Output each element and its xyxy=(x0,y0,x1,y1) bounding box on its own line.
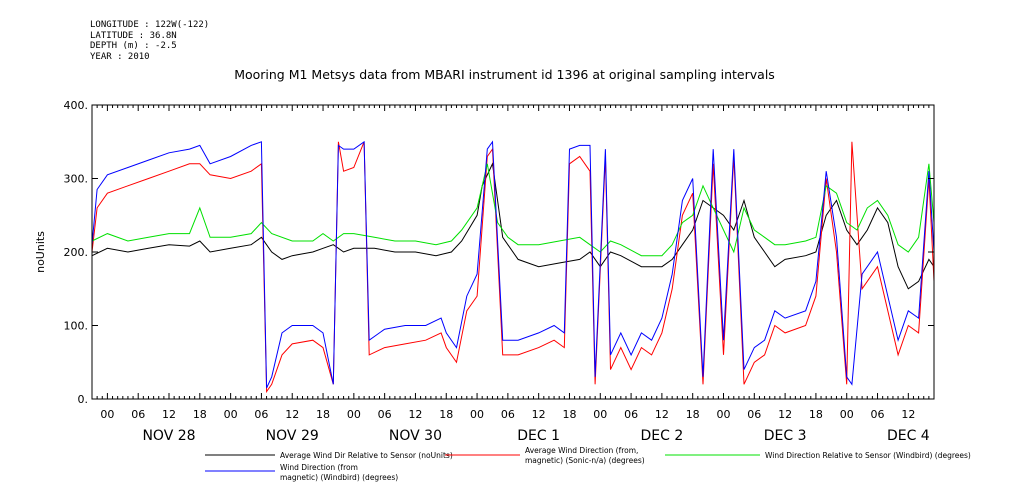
x-tick-label: 12 xyxy=(532,408,546,421)
legend-label-3: Wind Direction Relative to Sensor (Windb… xyxy=(765,451,971,460)
x-tick-label: 06 xyxy=(624,408,638,421)
x-tick-label: 12 xyxy=(408,408,422,421)
day-label: NOV 29 xyxy=(266,428,319,444)
x-tick-label: 06 xyxy=(378,408,392,421)
day-label: NOV 30 xyxy=(389,428,442,444)
legend: Average Wind Dir Relative to Sensor (noU… xyxy=(205,446,971,482)
x-tick-label: 18 xyxy=(439,408,453,421)
day-label: DEC 3 xyxy=(764,428,807,444)
y-tick-label: 400. xyxy=(64,99,89,112)
x-tick-label: 12 xyxy=(778,408,792,421)
x-tick-label: 06 xyxy=(501,408,515,421)
x-tick-label: 18 xyxy=(193,408,207,421)
y-tick-label: 300. xyxy=(64,173,89,186)
legend-label-4: magnetic) (Windbird) (degrees) xyxy=(280,473,398,482)
day-label: DEC 4 xyxy=(887,428,930,444)
x-tick-label: 06 xyxy=(747,408,761,421)
y-tick-label: 0. xyxy=(78,393,89,406)
x-tick-label: 18 xyxy=(562,408,576,421)
latitude-line: LATITUDE : 36.8N xyxy=(90,30,177,41)
x-tick-label: 00 xyxy=(100,408,114,421)
x-tick-label: 18 xyxy=(686,408,700,421)
y-tick-label: 200. xyxy=(64,246,89,259)
year-line: YEAR : 2010 xyxy=(90,51,150,62)
x-tick-label: 12 xyxy=(655,408,669,421)
y-tick-label: 100. xyxy=(64,320,89,333)
x-tick-label: 00 xyxy=(593,408,607,421)
longitude-line: LONGITUDE : 122W(-122) xyxy=(90,20,210,30)
chart-title: Mooring M1 Metsys data from MBARI instru… xyxy=(234,67,775,82)
x-tick-label: 00 xyxy=(224,408,238,421)
day-label: NOV 28 xyxy=(142,428,195,444)
x-tick-label: 18 xyxy=(316,408,330,421)
series-line-3 xyxy=(91,163,935,257)
x-tick-label: 00 xyxy=(470,408,484,421)
x-tick-label: 12 xyxy=(162,408,176,421)
axes: 0. 100. 200. 300. 400. 00 06 12 18 00 06 12 18 00 06 12… xyxy=(64,99,935,444)
x-tick-label: 06 xyxy=(871,408,885,421)
legend-label-2: Average Wind Direction (from, xyxy=(525,446,638,455)
day-label: DEC 2 xyxy=(641,428,684,444)
x-tick-label: 12 xyxy=(901,408,915,421)
day-label: DEC 1 xyxy=(517,428,560,444)
series-line-2 xyxy=(91,141,935,394)
metadata-block: LONGITUDE : 122W(-122) LATITUDE : 36.8N … xyxy=(90,20,209,62)
x-tick-label: 00 xyxy=(347,408,361,421)
legend-label-1: Average Wind Dir Relative to Sensor (noU… xyxy=(280,451,453,460)
depth-line: DEPTH (m) : -2.5 xyxy=(90,41,177,51)
series-line-1 xyxy=(91,162,935,290)
legend-label-2: magnetic) (Sonic-n/a) (degrees) xyxy=(525,456,645,465)
x-tick-label: 00 xyxy=(840,408,854,421)
x-tick-label: 06 xyxy=(254,408,268,421)
legend-label-4: Wind Direction (from xyxy=(280,463,358,472)
plot-lines xyxy=(91,140,935,394)
x-tick-label: 06 xyxy=(131,408,145,421)
x-tick-label: 00 xyxy=(717,408,731,421)
series-line-4 xyxy=(91,140,935,389)
x-tick-label: 18 xyxy=(809,408,823,421)
x-tick-label: 12 xyxy=(285,408,299,421)
y-axis-label: noUnits xyxy=(34,231,47,273)
